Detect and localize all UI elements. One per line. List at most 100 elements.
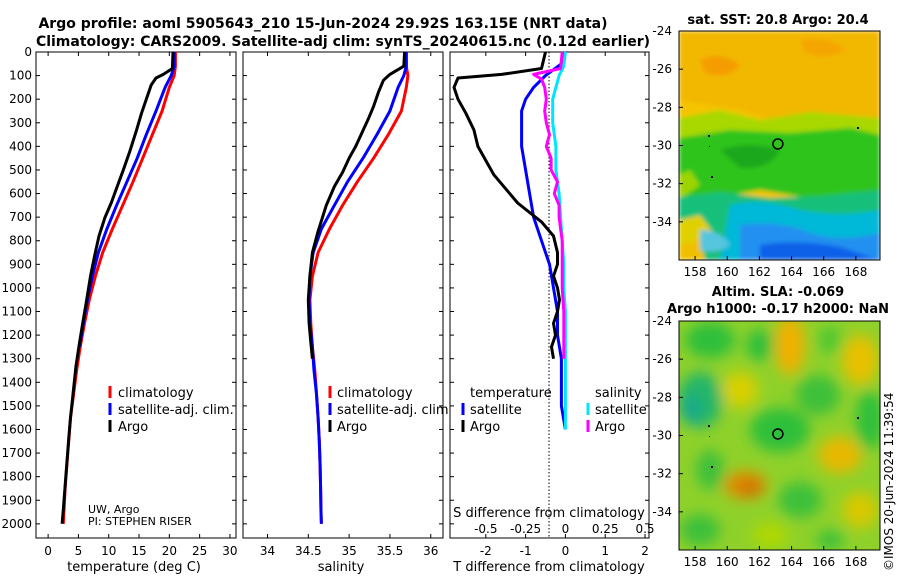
x-tick-label: 158 [684, 265, 707, 279]
y-tick-label: 200 [9, 92, 32, 106]
y-tick-label: 100 [9, 69, 32, 83]
sla-map-title-line-1: Altim. SLA: -0.069 [712, 285, 844, 300]
difference-panel: -2 -1 0 1 2 -0.5 -0.25 0 0.25 0.5 T difference fr… [449, 51, 655, 575]
x-tick-label: 1 [601, 544, 609, 558]
salinity-panel: 34 34.5 35 35.5 36 salinity climatology sate… [242, 51, 453, 575]
y-tick-label: 1700 [1, 446, 32, 460]
series-line-argo [60, 51, 175, 524]
sla-map-title-line-2: Argo h1000: -0.17 h2000: NaN [667, 302, 889, 317]
x-tick-label: 15 [131, 544, 146, 558]
float-dot [709, 436, 710, 437]
credit-pi: PI: STEPHEN RISER [88, 515, 192, 528]
sst-map: sat. SST: 20.8 Argo: 20.4 158 160 [652, 13, 881, 279]
float-dot [709, 146, 710, 147]
legend-satellite-label: satellite-adj. clim. [337, 403, 453, 418]
difference-legend: temperature salinity satellite Argo sate… [461, 386, 647, 435]
difference-xlabel: T difference from climatology [452, 560, 645, 575]
y-tick-label: -32 [652, 177, 672, 191]
legend-sal-argo-label: Argo [595, 420, 625, 435]
legend-temp-satellite-label: satellite [470, 403, 522, 418]
y-tick-label: -28 [652, 390, 672, 404]
x-tick-label: 20 [162, 544, 177, 558]
legend-header-temperature: temperature [470, 386, 552, 401]
y-tick-label: 500 [9, 163, 32, 177]
x-tick-label: 34 [260, 544, 275, 558]
y-tick-label: 800 [9, 234, 32, 248]
temperature-legend: climatology satellite-adj. clim. Argo [108, 386, 234, 435]
x-tick-label: 162 [748, 265, 771, 279]
legend-climatology-label: climatology [337, 386, 413, 401]
y-tick-label: -26 [652, 352, 672, 366]
y-tick-label: 1900 [1, 493, 32, 507]
x-tick-label: 166 [812, 555, 835, 569]
s-tick-label: 0 [562, 522, 570, 536]
y-tick-label: 1000 [1, 281, 32, 295]
salinity-axes-frame [242, 51, 444, 539]
x-tick-label: 168 [844, 555, 867, 569]
y-tick-label: 900 [9, 257, 32, 271]
credit-institution: UW, Argo [88, 503, 140, 516]
legend-header-salinity: salinity [595, 386, 642, 401]
y-tick-label: 1200 [1, 328, 32, 342]
x-tick-label: -2 [480, 544, 492, 558]
s-tick-label: 0.25 [592, 522, 619, 536]
y-tick-label: 600 [9, 187, 32, 201]
salinity-legend: climatology satellite-adj. clim. Argo [328, 386, 453, 435]
s-tick-label: -0.5 [474, 522, 497, 536]
series-line-salinity-argo [532, 51, 566, 359]
y-tick-label: 1100 [1, 305, 32, 319]
y-tick-label: 400 [9, 139, 32, 153]
x-tick-label: -1 [520, 544, 532, 558]
y-tick-label: 0 [24, 45, 32, 59]
x-tick-label: 36 [423, 544, 438, 558]
y-tick-label: -28 [652, 100, 672, 114]
x-tick-label: 34.5 [295, 544, 322, 558]
float-dot [708, 135, 710, 137]
x-tick-label: 30 [222, 544, 237, 558]
x-tick-label: 0 [44, 544, 52, 558]
legend-argo-label: Argo [337, 420, 367, 435]
y-tick-label: -30 [652, 429, 672, 443]
float-dot [708, 425, 710, 427]
y-tick-label: -32 [652, 467, 672, 481]
y-tick-label: -24 [652, 314, 672, 328]
legend-satellite-label: satellite-adj. clim. [118, 403, 234, 418]
series-line-temperature-satellite [520, 51, 567, 430]
y-tick-label: -24 [652, 24, 672, 38]
title-line-1: Argo profile: aoml 5905643_210 15-Jun-20… [38, 16, 607, 32]
y-tick-label: 1600 [1, 422, 32, 436]
sst-float-dots [708, 127, 859, 178]
x-tick-label: 25 [192, 544, 207, 558]
x-tick-label: 35 [341, 544, 356, 558]
x-tick-label: 5 [75, 544, 83, 558]
x-tick-label: 0 [562, 544, 570, 558]
y-tick-label: 1500 [1, 399, 32, 413]
salinity-xlabel: salinity [318, 560, 365, 575]
y-tick-label: 300 [9, 116, 32, 130]
x-tick-label: 2 [641, 544, 649, 558]
x-tick-label: 35.5 [377, 544, 404, 558]
sst-map-title: sat. SST: 20.8 Argo: 20.4 [687, 13, 868, 28]
sla-heatmap-field [679, 321, 880, 550]
x-tick-label: 164 [780, 265, 803, 279]
x-tick-label: 158 [684, 555, 707, 569]
temperature-xlabel: temperature (deg C) [67, 560, 201, 575]
x-tick-label: 10 [101, 544, 116, 558]
y-tick-label: 1800 [1, 470, 32, 484]
y-tick-label: 700 [9, 210, 32, 224]
temperature-panel: 0100200300400500600700800900100011001200… [1, 45, 237, 575]
y-tick-label: 2000 [1, 517, 32, 531]
y-tick-label: -34 [652, 215, 672, 229]
y-tick-label: 1400 [1, 375, 32, 389]
x-tick-label: 162 [748, 555, 771, 569]
difference-top-xlabel: S difference from climatology [453, 506, 645, 521]
legend-climatology-label: climatology [118, 386, 194, 401]
legend-sal-satellite-label: satellite [595, 403, 647, 418]
series-line-temperature-argo [452, 51, 561, 359]
y-tick-label: 1300 [1, 352, 32, 366]
series-line-argo [306, 51, 407, 359]
s-tick-label: 0.5 [635, 522, 654, 536]
sla-map: Altim. SLA: -0.069 Argo h1000: -0.17 h20… [652, 285, 889, 569]
y-tick-label: -34 [652, 505, 672, 519]
y-tick-label: -30 [652, 139, 672, 153]
